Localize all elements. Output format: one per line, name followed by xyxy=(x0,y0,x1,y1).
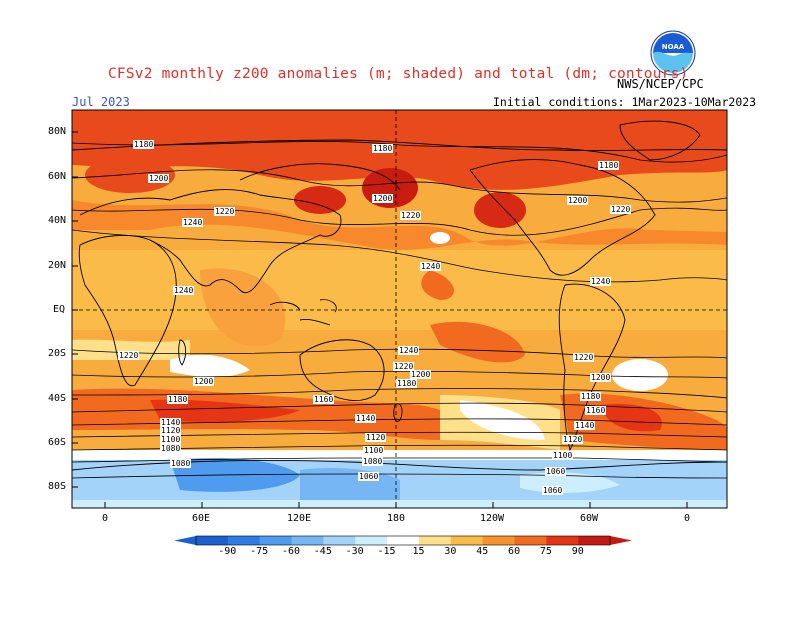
colorbar-tick-label: -75 xyxy=(250,546,269,557)
colorbar-swatch xyxy=(578,536,611,545)
colorbar-tick-label: 15 xyxy=(412,546,425,557)
lon-label: 120E xyxy=(287,513,312,524)
lon-label: 0 xyxy=(684,513,691,524)
colorbar-tick-label: 90 xyxy=(571,546,584,557)
contour-label: 1060 xyxy=(545,467,567,476)
colorbar-swatch xyxy=(482,536,515,545)
noaa-logo: NOAA xyxy=(650,30,696,80)
colorbar-tick-label: -60 xyxy=(281,546,300,557)
lat-label: 80N xyxy=(48,126,67,137)
contour-label: 1180 xyxy=(133,140,155,149)
lon-label: 120W xyxy=(480,513,505,524)
contour-label: 1200 xyxy=(372,194,394,203)
colorbar-tick-label: 60 xyxy=(508,546,521,557)
contour-label: 1240 xyxy=(182,218,204,227)
contour-label: 1200 xyxy=(567,196,589,205)
contour-label: 1140 xyxy=(574,421,596,430)
colorbar-swatch xyxy=(227,536,261,545)
colorbar-swatch xyxy=(196,536,229,545)
colorbar-swatch xyxy=(514,536,547,545)
colorbar-tick-label: -90 xyxy=(218,546,237,557)
colorbar-border xyxy=(195,535,611,546)
contour-label: 1080 xyxy=(170,459,192,468)
lat-label: 60S xyxy=(48,437,67,448)
contour-label: 1140 xyxy=(160,418,182,427)
axis-ticks xyxy=(72,131,688,508)
contour-label: 1160 xyxy=(313,395,335,404)
contour-label: 1220 xyxy=(573,353,595,362)
map-frame xyxy=(71,109,728,509)
contour-label: 1220 xyxy=(393,362,415,371)
contour-label: 1100 xyxy=(160,435,182,444)
contour-label: 1100 xyxy=(363,446,385,455)
chart-title: CFSv2 monthly z200 anomalies (m; shaded)… xyxy=(108,66,689,82)
colorbar-swatch xyxy=(387,536,420,545)
valid-month: Jul 2023 xyxy=(72,95,130,109)
colorbar-tick-label: -15 xyxy=(377,546,396,557)
colorbar-swatch xyxy=(259,536,293,545)
contour-label: 1060 xyxy=(542,486,564,495)
contour-label: 1120 xyxy=(562,435,584,444)
colorbar-swatch xyxy=(323,536,356,545)
colorbar-tick-label: 45 xyxy=(476,546,489,557)
contour-label: 1120 xyxy=(365,433,387,442)
contour-label: 1180 xyxy=(372,144,394,153)
contour-label: 1220 xyxy=(400,211,422,220)
contour-label: 1240 xyxy=(420,262,442,271)
lat-label: 40S xyxy=(48,393,67,404)
reference-lines xyxy=(72,110,727,508)
svg-text:NOAA: NOAA xyxy=(662,43,685,51)
contour-label: 1160 xyxy=(585,406,607,415)
initial-conditions: Initial conditions: 1Mar2023-10Mar2023 xyxy=(493,95,757,109)
colorbar-tick-label: -45 xyxy=(313,546,332,557)
lon-label: 0 xyxy=(102,513,109,524)
contour-label: 1200 xyxy=(590,373,612,382)
contour-label: 1240 xyxy=(173,286,195,295)
colorbar-swatch xyxy=(418,536,452,545)
colorbar-tick-label: -30 xyxy=(345,546,364,557)
lon-label: 60W xyxy=(580,513,599,524)
contour-label: 1220 xyxy=(610,205,632,214)
contour-label: 1200 xyxy=(193,377,215,386)
lat-label: EQ xyxy=(53,304,66,315)
contour-label: 1200 xyxy=(148,174,170,183)
lat-label: 80S xyxy=(48,481,67,492)
lat-label: 20S xyxy=(48,348,67,359)
agency-label: NWS/NCEP/CPC xyxy=(617,77,704,91)
colorbar-arrow-left xyxy=(174,536,196,545)
lon-label: 60E xyxy=(192,513,211,524)
lon-label: 180 xyxy=(387,513,406,524)
contour-label: 1220 xyxy=(214,207,236,216)
lat-label: 20N xyxy=(48,260,67,271)
colorbar-swatch xyxy=(355,536,388,545)
contour-label: 1240 xyxy=(590,277,612,286)
colorbar-swatch xyxy=(546,536,579,545)
lat-label: 40N xyxy=(48,215,67,226)
contour-label: 1080 xyxy=(160,444,182,453)
colorbar-tick-label: 30 xyxy=(444,546,457,557)
lat-label: 60N xyxy=(48,171,67,182)
contour-label: 1060 xyxy=(358,472,380,481)
contour-label: 1200 xyxy=(410,370,432,379)
contour-label: 1080 xyxy=(362,457,384,466)
contour-label: 1180 xyxy=(167,395,189,404)
colorbar-arrow-right xyxy=(610,536,632,545)
contour-label: 1240 xyxy=(398,346,420,355)
colorbar-swatch xyxy=(450,536,484,545)
contour-label: 1220 xyxy=(118,351,140,360)
contour-label: 1180 xyxy=(598,161,620,170)
colorbar xyxy=(174,535,632,546)
contour-label: 1180 xyxy=(396,379,418,388)
contour-label: 1100 xyxy=(552,451,574,460)
contour-label: 1120 xyxy=(160,426,182,435)
colorbar-tick-label: 75 xyxy=(539,546,552,557)
contour-label: 1140 xyxy=(355,414,377,423)
colorbar-swatch xyxy=(291,536,324,545)
contour-label: 1180 xyxy=(580,392,602,401)
